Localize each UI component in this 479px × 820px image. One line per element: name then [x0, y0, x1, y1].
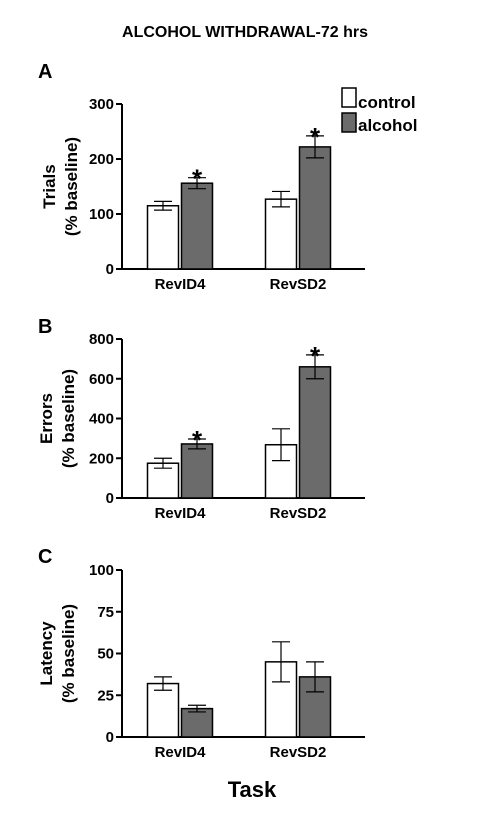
y-tick-label: 0	[106, 261, 114, 278]
legend-swatch-alcohol	[341, 112, 357, 133]
x-category-label: RevID4	[155, 744, 207, 761]
legend-label-alcohol: alcohol	[358, 116, 418, 135]
figure-title: ALCOHOL WITHDRAWAL-72 hrs	[122, 24, 368, 41]
x-category-label: RevID4	[155, 276, 207, 293]
y-tick-label: 300	[89, 96, 114, 113]
y-tick-label: 0	[106, 490, 114, 507]
bar-control-revid4	[146, 205, 180, 270]
chart-panel-a: A Trials (% baseline) 0 100 200 300 RevID4 RevSD…	[38, 61, 365, 293]
x-category-label: RevSD2	[270, 744, 327, 761]
y-tick-label: 100	[89, 562, 114, 579]
chart-panel-c: C Latency (% baseline) 0 25 50 75 100 RevID4 RevS…	[37, 546, 365, 761]
y-tick-label: 100	[89, 206, 114, 223]
x-axis-title: Task	[228, 777, 277, 802]
significance-star: *	[310, 341, 321, 371]
bar-alcohol-revid4	[180, 182, 214, 270]
x-category-label: RevSD2	[270, 276, 327, 293]
y-tick-label: 400	[89, 411, 114, 428]
legend: control alcohol	[341, 87, 418, 135]
y-tick-label: 50	[97, 646, 114, 663]
significance-star: *	[192, 425, 203, 455]
y-axis-label: Latency	[37, 621, 56, 686]
y-tick-label: 200	[89, 151, 114, 168]
bar-control-revsd2	[264, 198, 298, 270]
x-category-label: RevSD2	[270, 505, 327, 522]
y-axis-label-unit: (% baseline)	[59, 369, 78, 468]
y-axis-label-unit: (% baseline)	[62, 137, 81, 236]
significance-star: *	[310, 122, 321, 152]
panel-letter: A	[38, 61, 52, 83]
significance-star: *	[192, 164, 203, 194]
y-tick-label: 800	[89, 331, 114, 348]
legend-label-control: control	[358, 93, 416, 112]
panel-letter: B	[38, 316, 52, 338]
y-axis-label: Trials	[40, 164, 59, 208]
legend-swatch-control	[341, 87, 357, 108]
bar-alcohol-revid4	[180, 443, 214, 499]
bar-alcohol-revsd2	[298, 366, 332, 499]
y-tick-label: 200	[89, 450, 114, 467]
panel-letter: C	[38, 546, 52, 568]
bar-alcohol-revid4	[180, 707, 214, 738]
bar-control-revid4	[146, 682, 180, 738]
y-axis-label: Errors	[37, 393, 56, 444]
y-tick-label: 600	[89, 371, 114, 388]
y-tick-label: 0	[106, 729, 114, 746]
y-axis-label-unit: (% baseline)	[59, 604, 78, 703]
y-tick-label: 75	[97, 604, 114, 621]
y-tick-label: 25	[97, 687, 114, 704]
bar-alcohol-revsd2	[298, 146, 332, 270]
chart-panel-b: B Errors (% baseline) 0 200 400 600 800 RevID4 Re…	[37, 316, 365, 522]
x-category-label: RevID4	[155, 505, 207, 522]
